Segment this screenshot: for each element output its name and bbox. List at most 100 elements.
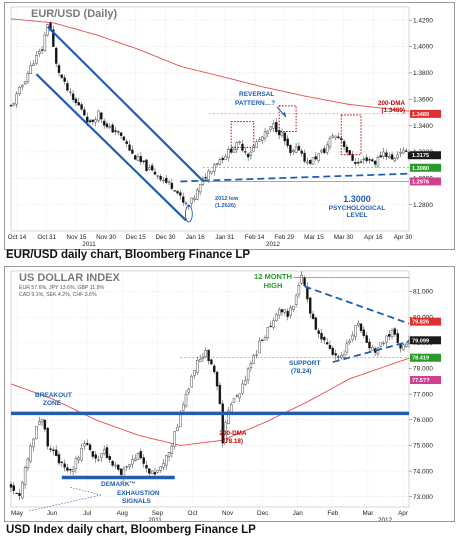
psych-support-line [180, 172, 410, 183]
candle-body [198, 184, 202, 193]
candle-body [249, 362, 253, 368]
candle-body [303, 152, 306, 162]
candle-body [54, 47, 58, 64]
candle-body [43, 419, 47, 430]
channel-lower-line [35, 73, 187, 222]
price-tag [410, 353, 441, 362]
candle-body [114, 464, 117, 467]
candle-body [150, 470, 154, 474]
candle-body [263, 337, 267, 341]
candle-body [94, 454, 97, 459]
price-tag [410, 336, 441, 345]
candle-body [136, 156, 140, 161]
plot-area [10, 6, 410, 232]
x-tick-label: Feb 29 [274, 234, 294, 241]
dma200-line [10, 18, 410, 112]
candle-body [100, 453, 103, 458]
candle-body [345, 146, 349, 153]
candle-body [368, 159, 371, 161]
candle-body [379, 155, 382, 158]
candle-body [399, 152, 402, 154]
candle-body [323, 148, 326, 153]
candle-body [165, 177, 168, 183]
candle-body [196, 360, 199, 373]
candle-body [325, 342, 329, 345]
candle-body [170, 445, 174, 454]
candle-body [153, 472, 157, 475]
price-tag-label: 79.826 [412, 320, 429, 326]
y-tick-label: 1.4000 [413, 44, 433, 51]
candle-body [393, 328, 397, 335]
candle-body [148, 468, 151, 474]
x-tick-label: Nov 30 [96, 234, 116, 241]
demark-label: DEMARK™ [101, 481, 136, 488]
candle-body [142, 160, 145, 163]
price-tag-label: 1.2976 [412, 179, 429, 185]
price-tag [410, 317, 441, 326]
candle-body [131, 459, 134, 465]
candle-body [190, 375, 193, 388]
candle-body [77, 457, 80, 461]
candle-body [179, 192, 182, 196]
candle-body [224, 422, 227, 443]
candle-body [57, 65, 61, 73]
candle-body [207, 349, 210, 362]
x-tick-label: Nov [222, 510, 234, 517]
x-tick-label: Feb [327, 510, 338, 517]
candle-body [119, 132, 123, 136]
price-tag [410, 376, 441, 385]
candle-body [66, 83, 69, 91]
candle-body [184, 393, 188, 407]
candle-body [379, 342, 382, 347]
candle-body [241, 383, 244, 394]
y-tick-label: 75.000 [413, 443, 433, 450]
candle-body [297, 145, 301, 151]
y-tick-label: 74.000 [413, 468, 433, 475]
candle-body [69, 469, 72, 471]
candle-body [162, 179, 165, 182]
candle-body [289, 144, 292, 154]
candle-body [108, 456, 111, 460]
candle-body [309, 159, 312, 164]
candle-body [128, 464, 131, 467]
candle-body [277, 309, 281, 316]
x-tick-label: Mar 15 [304, 234, 324, 241]
candle-body [393, 157, 397, 161]
candle-body [187, 388, 191, 393]
triangle-upper-line [304, 285, 410, 325]
candle-body [193, 370, 196, 376]
candle-body [133, 458, 137, 461]
candle-body [249, 151, 253, 156]
candle-body [258, 340, 261, 354]
candle-body [165, 455, 168, 466]
y-tick-label: 1.3800 [413, 70, 433, 77]
price-tag [410, 177, 441, 186]
candle-body [232, 398, 236, 403]
reversal-box [278, 105, 297, 133]
candle-body [156, 175, 159, 177]
candle-body [269, 325, 272, 327]
x-tick-label: Oct 14 [8, 234, 27, 241]
candle-body [269, 126, 272, 130]
candle-body [49, 448, 52, 450]
candle-body [80, 447, 83, 461]
candle-body [362, 158, 366, 161]
candle-body [181, 404, 185, 411]
candle-body [170, 182, 174, 189]
y-tick-label: 1.2800 [413, 202, 433, 209]
candle-body [114, 130, 117, 132]
candle-body [215, 163, 219, 165]
candle-body [323, 336, 326, 341]
exhaustion-label: SIGNALS [122, 498, 152, 505]
reversal-label: PATTERN…? [235, 100, 275, 107]
candle-body [297, 285, 301, 295]
x-tick-label: Apr 16 [364, 234, 383, 241]
candle-body [402, 149, 405, 154]
price-tag-label: 79.099 [412, 338, 429, 344]
candle-body [167, 452, 171, 457]
candle-body [345, 343, 349, 353]
candle-body [255, 141, 258, 148]
candle-body [382, 342, 385, 345]
candle-body [275, 314, 278, 321]
candle-body [210, 170, 213, 174]
